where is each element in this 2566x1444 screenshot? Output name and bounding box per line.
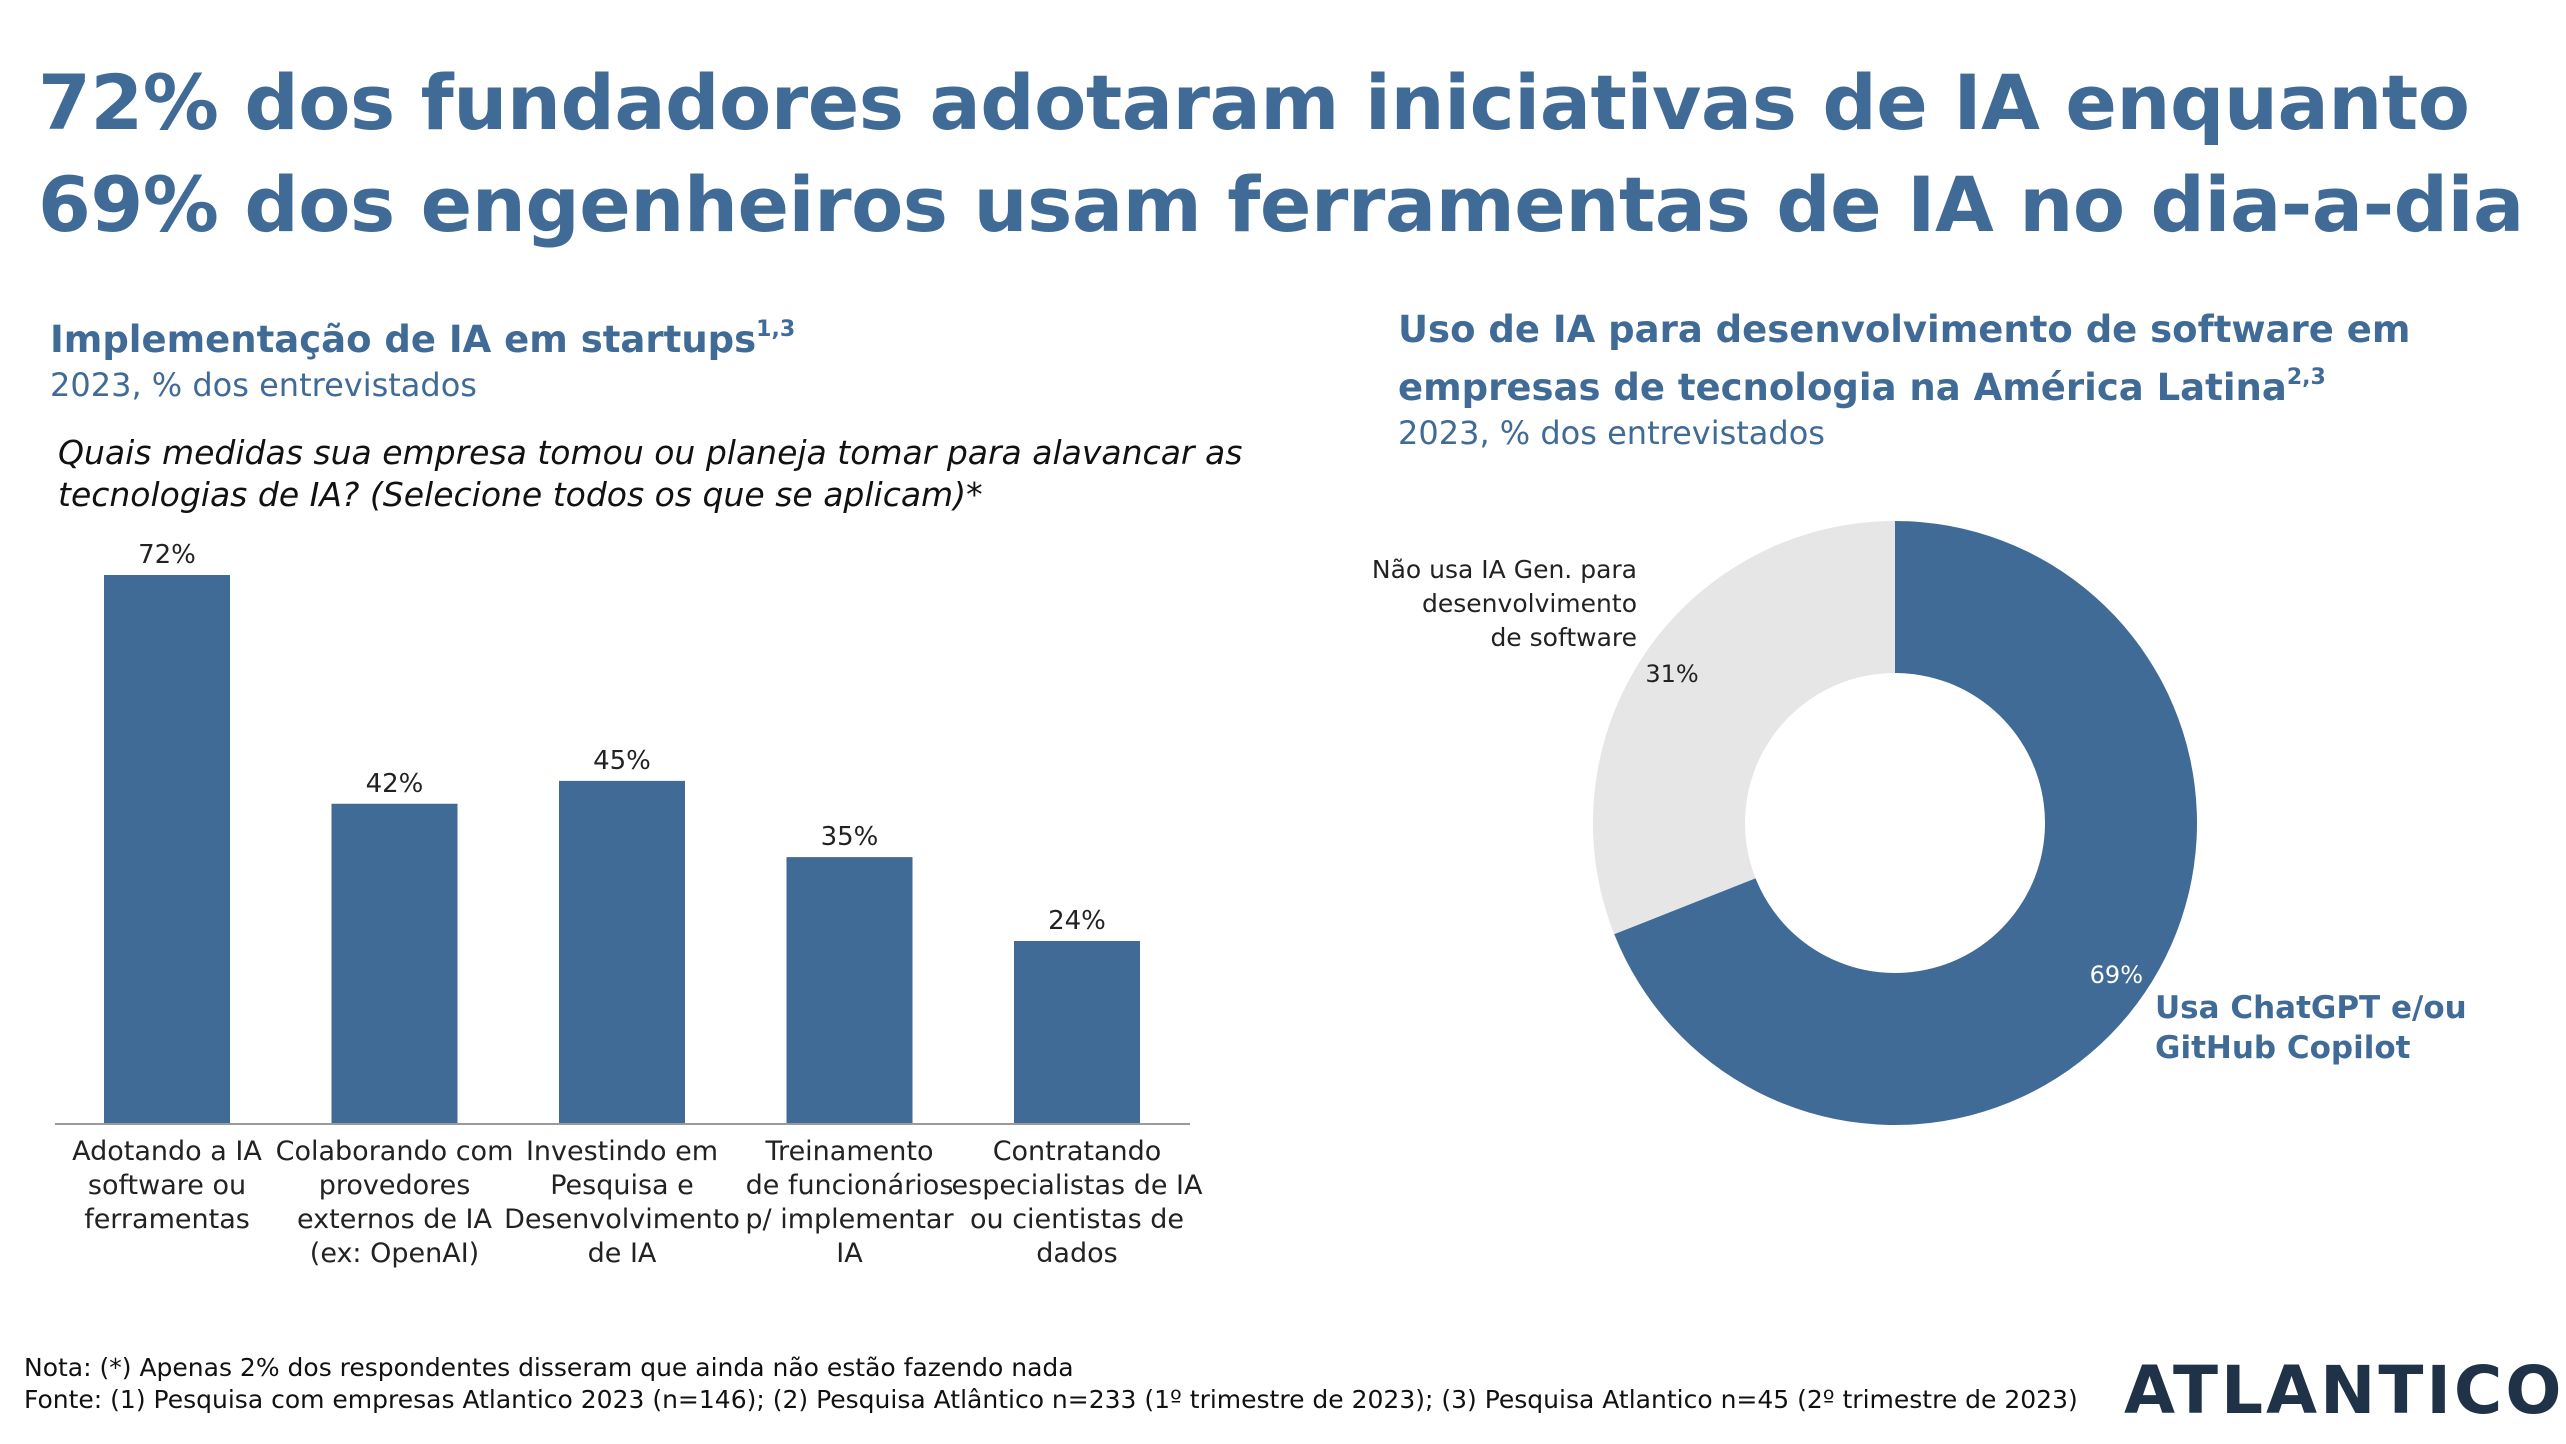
bar-category-label-1-line-2: software ou [88,1170,246,1201]
donut-chart-title-line-1: Uso de IA para desenvolvimento de softwa… [1398,308,2411,351]
bar-value-label-3: 45% [593,746,651,776]
donut-value-label-1: 69% [2090,961,2143,989]
donut-chart-title-line-2: empresas de tecnologia na América Latina [1398,366,2287,409]
bar-chart-subtitle: 2023, % dos entrevistados [50,366,477,404]
donut-slice-2 [1592,521,1895,935]
donut-category-label-2-line-1: Não usa IA Gen. para [1372,555,1637,584]
donut-chart-subtitle: 2023, % dos entrevistados [1398,414,1825,452]
bar-category-label-1-line-1: Adotando a IA [72,1136,262,1167]
bar-4 [786,857,913,1124]
survey-question: Quais medidas sua empresa tomou ou plane… [58,432,1242,516]
footer-source: Fonte: (1) Pesquisa com empresas Atlanti… [24,1385,2078,1414]
bar-1 [104,575,230,1124]
bar-chart-title: Implementação de IA em startups1,3 [50,306,795,364]
donut-chart: 69% Usa ChatGPT e/ou GitHub Copilot 31% Não … [1372,521,2467,1126]
donut-chart-title-footnote: 2,3 [2286,365,2326,390]
bar-3 [559,780,685,1124]
bar-category-label-4-line-4: IA [836,1238,863,1269]
bar-category-label-5-line-1: Contratando [993,1136,1162,1167]
bar-category-label-4-line-1: Treinamento [765,1136,934,1167]
footer: Nota: (*) Apenas 2% dos respondentes dis… [24,1352,2078,1416]
footer-note: Nota: (*) Apenas 2% dos respondentes dis… [24,1353,1074,1382]
bar-category-label-3-line-4: de IA [588,1238,657,1269]
headline: 72% dos fundadores adotaram iniciativas … [38,52,2524,256]
bar-5 [1014,941,1140,1124]
donut-value-label-2: 31% [1645,660,1698,688]
headline-line-1: 72% dos fundadores adotaram iniciativas … [38,58,2470,147]
bar-chart-title-footnote: 1,3 [756,317,796,342]
bar-category-label-5-line-2: especialistas de IA [952,1170,1203,1201]
survey-question-line-2: tecnologias de IA? (Selecione todos os q… [58,475,983,514]
bar-category-label-5-line-4: dados [1036,1238,1117,1269]
bar-2 [331,803,458,1124]
donut-slice-1 [1614,521,2197,1126]
bar-category-label-1-line-3: ferramentas [84,1204,250,1235]
bar-category-label-2-line-4: (ex: OpenAI) [310,1238,479,1269]
bar-category-label-4-line-3: p/ implementar [745,1204,954,1235]
bar-value-label-4: 35% [821,822,879,852]
bar-category-label-3-line-2: Pesquisa e [550,1170,694,1201]
bar-chart-title-text: Implementação de IA em startups [50,318,757,361]
donut-category-label-2-line-3: de software [1490,623,1637,652]
bar-category-label-4-line-2: de funcionários [746,1170,954,1201]
bar-category-label-3-line-3: Desenvolvimento [504,1204,740,1235]
donut-chart-title: Uso de IA para desenvolvimento de softwa… [1398,306,2410,412]
bar-value-label-5: 24% [1048,906,1106,936]
bar-category-label-5-line-3: ou cientistas de [970,1204,1184,1235]
donut-chart-title-line-2-wrap: empresas de tecnologia na América Latina… [1398,354,2410,412]
donut-category-label-1-line-2: GitHub Copilot [2155,1030,2411,1066]
bar-category-label-2-line-1: Colaborando com [276,1136,514,1167]
survey-question-line-1: Quais medidas sua empresa tomou ou plane… [58,433,1243,472]
bar-category-label-2-line-3: externos de IA [297,1204,493,1235]
bar-value-label-2: 42% [366,769,424,799]
bar-category-label-2-line-2: provedores [319,1170,471,1201]
atlantico-logo: ATLANTICO [2124,1352,2565,1429]
headline-line-2: 69% dos engenheiros usam ferramentas de … [38,160,2524,249]
donut-category-label-2-line-2: desenvolvimento [1422,589,1637,618]
donut-category-label-1-line-1: Usa ChatGPT e/ou [2155,990,2467,1026]
bar-category-label-3-line-1: Investindo em [526,1136,718,1167]
bar-value-label-1: 72% [138,540,196,570]
